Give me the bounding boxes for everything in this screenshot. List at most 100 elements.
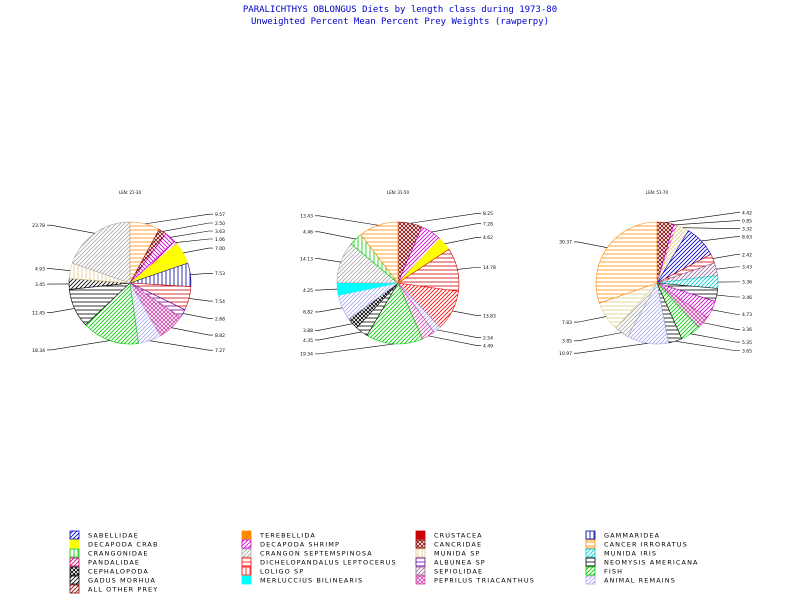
pie-leader-line: [431, 223, 481, 233]
legend-item-merluccius-bilinearis: MERLUCCIUS BILINEARIS: [241, 575, 363, 585]
legend-label: SABELLIDAE: [88, 532, 139, 540]
pie-leader-line: [47, 224, 95, 234]
pie-panel-2: LEN: 31-50 8.25 7.28 4.62 14.78 13.83 2.54 4.4…: [300, 190, 496, 358]
cross-hatch-icon: [415, 575, 426, 585]
pie-value-label: 12.45: [32, 310, 45, 316]
pie-value-label: 4.46: [303, 230, 313, 236]
pie-value-label: 4.73: [742, 312, 752, 318]
pie-value-label: 4.93: [35, 266, 45, 272]
pie-leader-line: [436, 329, 481, 338]
legend-label: CRUSTACEA: [434, 532, 483, 540]
chart-subtitle: Unweighted Percent Mean Percent Prey Wei…: [251, 17, 549, 27]
legend-label: CEPHALOPODA: [88, 568, 149, 576]
pie-leader-line: [701, 236, 740, 242]
pie-value-label: 30.37: [559, 240, 572, 246]
pie-leader-line: [574, 316, 607, 323]
pie-value-label: 0.85: [742, 218, 752, 224]
diagonal-hatch-icon: [585, 548, 596, 558]
pie-value-label: 3.36: [742, 280, 752, 286]
pie-value-label: 4.49: [483, 343, 493, 349]
pie-leader-line: [703, 322, 740, 330]
pie-leader-line: [315, 215, 379, 226]
pie-value-label: 7.83: [562, 320, 572, 326]
legend-item-cancridae: CANCRIDAE: [415, 539, 481, 549]
pie-leader-line: [145, 213, 213, 225]
legend-label: MERLUCCIUS BILINEARIS: [260, 577, 363, 585]
solid-swatch-icon: [69, 539, 80, 549]
pie-title-2: LEN: 31-50: [387, 190, 409, 195]
horizontal-hatch-icon: [415, 557, 426, 567]
pie-leader-line: [410, 213, 481, 224]
pie-leader-line: [315, 343, 395, 355]
diagonal-hatch-icon: [241, 539, 252, 549]
pie-slice-crangon-septemspinosa: [71, 221, 131, 284]
pie-leader-line: [315, 258, 341, 263]
legend-item-sepiolidae: SEPIOLIDAE: [415, 566, 482, 576]
diagonal-hatch-icon: [69, 530, 80, 540]
legend-label: TEREBELLIDA: [259, 532, 316, 540]
cross-hatch-icon: [415, 539, 426, 549]
pie-value-label: 2.50: [215, 221, 225, 227]
pie-value-label: 3.65: [742, 349, 752, 355]
vertical-hatch-icon: [69, 548, 80, 558]
legend-label: ALL OTHER PREY: [88, 586, 158, 594]
pie-leader-line: [149, 340, 213, 351]
pie-leader-line: [188, 298, 213, 302]
legend-item-loligo-sp: LOLIGO SP: [241, 566, 304, 576]
pie-value-label: 3.32: [742, 226, 752, 232]
pie-value-label: 3.85: [562, 339, 572, 345]
pie-value-label: 4.25: [303, 288, 313, 294]
legend-label: DICHELOPANDALUS LEPTOCERUS: [260, 559, 397, 567]
pie-leader-line: [170, 230, 213, 238]
pie-panel-3: LEN: 51-70 4.42 0.85 3.32 8.63 2.42 3.43 3.36 3…: [559, 190, 752, 357]
legend-label: CRANGONIDAE: [88, 550, 149, 558]
pie-value-label: 3.45: [35, 282, 45, 288]
cross-hatch-icon: [69, 566, 80, 576]
pie-value-label: 7.00: [215, 246, 225, 252]
pie-value-label: 2.54: [483, 335, 493, 341]
pie-slice-fish: [85, 282, 139, 345]
legend-label: ALBUNEA SP: [434, 559, 486, 567]
pie-value-label: 14.13: [300, 256, 313, 262]
pie-value-label: 4.62: [483, 235, 493, 241]
vertical-hatch-icon: [241, 566, 252, 576]
pie-slice-terebellida: [360, 221, 399, 284]
pie-leader-line: [665, 212, 740, 223]
legend-item-crangonidae: CRANGONIDAE: [69, 548, 149, 558]
legend-item-gammaridea: GAMMARIDEA: [585, 530, 659, 540]
pie-value-label: 5.35: [742, 340, 752, 346]
legend-item-gadus-morhua: GADUS MORHUA: [69, 575, 155, 585]
legend-label: MUNIDA IRIS: [604, 550, 657, 558]
legend: SABELLIDAE TEREBELLIDA CRUSTACEA GAMMARIDEA…: [69, 530, 697, 594]
legend-label: DECAPODA CRAB: [88, 541, 159, 549]
solid-swatch-icon: [415, 530, 426, 540]
horizontal-hatch-icon: [585, 539, 596, 549]
pie-leader-line: [47, 308, 75, 313]
pie-leader-line: [47, 268, 71, 272]
legend-label: FISH: [604, 568, 623, 576]
legend-item-cephalopoda: CEPHALOPODA: [69, 566, 149, 576]
legend-item-munida-iris: MUNIDA IRIS: [585, 548, 657, 558]
diagonal-hatch-icon: [585, 566, 596, 576]
pie-value-label: 3.63: [215, 229, 225, 235]
pie-value-label: 18.34: [32, 348, 45, 354]
legend-label: CRANGON SEPTEMSPINOSA: [260, 550, 373, 558]
legend-label: LOLIGO SP: [260, 568, 304, 576]
legend-item-cancer-irroratus: CANCER IRRORATUS: [585, 539, 687, 549]
pie-title-1: LEN: 21-30: [119, 190, 141, 195]
legend-label: DECAPODA SHRIMP: [260, 541, 340, 549]
diagonal-hatch-icon: [69, 575, 80, 585]
legend-item-pandalidae: PANDALIDAE: [69, 557, 139, 567]
legend-item-peprilus-triacanthus: PEPRILUS TRIACANTHUS: [415, 575, 534, 585]
pie-leader-line: [690, 333, 740, 343]
solid-swatch-icon: [241, 575, 252, 585]
pie-value-label: 3.36: [742, 327, 752, 333]
legend-item-terebellida: TEREBELLIDA: [241, 530, 316, 540]
diagonal-hatch-icon: [241, 548, 252, 558]
pie-leader-line: [574, 332, 622, 342]
pie-value-label: 19.34: [300, 352, 313, 358]
vertical-hatch-icon: [585, 530, 596, 540]
pie-leader-line: [574, 342, 648, 354]
pie-leader-line: [457, 266, 481, 270]
